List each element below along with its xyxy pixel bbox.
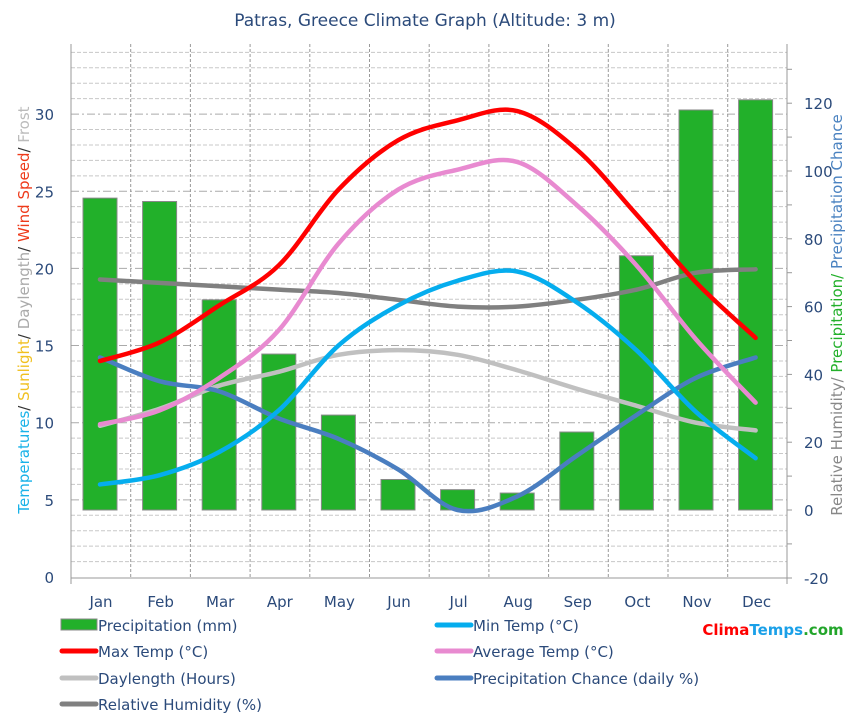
precipitation-bar (143, 202, 177, 510)
left-tick-label: 20 (35, 260, 54, 278)
x-tick-label: Oct (624, 593, 650, 611)
legend-label: Precipitation Chance (daily %) (473, 670, 699, 688)
right-tick-label: -20 (804, 570, 829, 588)
right-tick-label: 80 (804, 231, 823, 249)
lines (100, 110, 756, 512)
left-axis-title-part: Wind Speed (15, 153, 33, 243)
legend-label: Average Temp (°C) (473, 643, 614, 661)
left-tick-label: 30 (35, 106, 54, 124)
x-tick-label: Dec (742, 593, 771, 611)
brand-part: Temps (749, 621, 803, 639)
legend-label: Min Temp (°C) (473, 617, 579, 635)
x-tick-label: Apr (267, 593, 294, 611)
left-tick-label: 25 (35, 183, 54, 201)
right-axis-title-part: Relative Humidity/ (828, 373, 846, 516)
precipitation-bar (262, 354, 296, 510)
left-tick-label: 0 (44, 569, 54, 587)
x-tick-label: Jul (449, 593, 468, 611)
left-axis-title-part: Frost (15, 106, 33, 142)
left-axis-title: Temperatures/ Sunlight/ Daylength/ Wind … (15, 106, 33, 514)
x-tick-label: Mar (206, 593, 235, 611)
left-axis-title-part: / (15, 329, 33, 339)
x-tick-label: Jan (88, 593, 112, 611)
x-tick-label: Aug (504, 593, 533, 611)
right-tick-label: 20 (804, 434, 823, 452)
precipitation-bar (83, 198, 117, 510)
left-tick-label: 5 (44, 492, 54, 510)
x-tick-label: May (324, 593, 355, 611)
precipitation-bar (321, 415, 355, 510)
legend-label: Precipitation (mm) (98, 617, 237, 635)
left-tick-label: 15 (35, 338, 54, 356)
right-axis-title: Relative Humidity/ Precipitation/ Precip… (828, 114, 846, 515)
precipitation-bar (202, 300, 236, 510)
precipitation-chance-daily-line (100, 357, 756, 511)
x-tick-label: Nov (682, 593, 711, 611)
legend-label: Max Temp (°C) (98, 643, 208, 661)
left-axis-title-part: / (15, 143, 33, 153)
brand-part: Clima (702, 621, 749, 639)
right-tick-label: 40 (804, 366, 823, 384)
x-tick-label: Feb (147, 593, 174, 611)
max-temp-c-line (100, 110, 756, 361)
precipitation-bar (560, 432, 594, 510)
left-axis-title-part: Temperatures (15, 411, 33, 515)
left-axis-title-part: Daylength (15, 252, 33, 329)
x-tick-label: Jun (386, 593, 410, 611)
right-tick-label: 0 (804, 502, 814, 520)
legend-swatch (61, 619, 97, 630)
brand-part: .com (803, 621, 844, 639)
right-tick-label: 60 (804, 299, 823, 317)
legend: Precipitation (mm) Min Temp (°C) Max Temp … (61, 617, 699, 714)
precipitation-bar (381, 479, 415, 510)
x-tick-label: Sep (564, 593, 592, 611)
brand-logo: ClimaTemps.com (702, 621, 843, 639)
left-tick-label: 10 (35, 415, 54, 433)
right-axis-title-part: Precipitation Chance (828, 114, 846, 269)
left-axis-title-part: Sunlight (15, 339, 33, 401)
left-axis-title-part: / (15, 242, 33, 252)
right-tick-label: 120 (804, 95, 833, 113)
left-axis-title-part: / (15, 401, 33, 411)
chart-title: Patras, Greece Climate Graph (Altitude: … (234, 11, 616, 31)
precipitation-bar (679, 110, 713, 510)
right-axis-title-part: Precipitation/ (828, 269, 846, 373)
legend-label: Relative Humidity (%) (98, 696, 262, 714)
legend-label: Daylength (Hours) (98, 670, 236, 688)
